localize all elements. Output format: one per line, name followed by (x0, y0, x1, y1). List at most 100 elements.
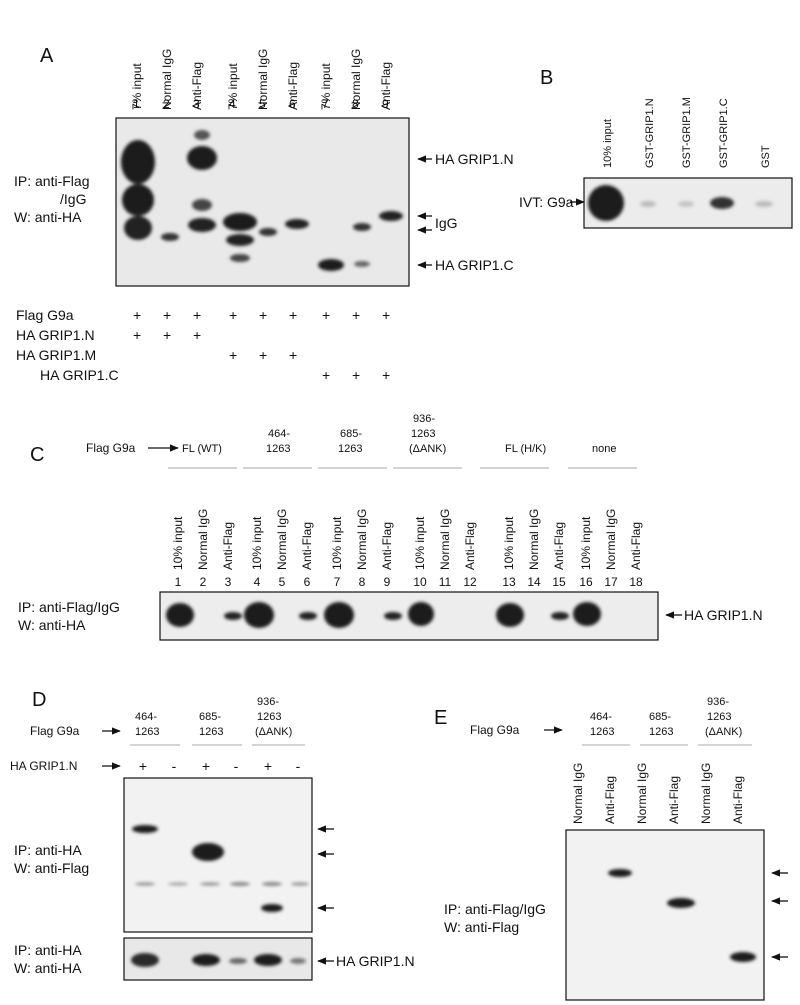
panel-a-row-label-4: HA GRIP1.C (40, 367, 119, 383)
panel-b-ivt-label: IVT: G9a (519, 194, 574, 210)
panel-e-group-3-line-2: 1263 (707, 711, 731, 723)
panel-e-row-label: Flag G9a (470, 723, 520, 737)
panel-a-mark: + (382, 307, 390, 323)
panel-c-arrow-label: HA GRIP1.N (684, 607, 763, 623)
panel-e-col: Normal IgG (571, 763, 585, 824)
panel-c-col: Anti-Flag (380, 522, 394, 570)
panel-a-col-2: Normal IgG (160, 49, 174, 110)
panel-a-lane-5: 5 (259, 97, 266, 111)
panel-a-mark: + (382, 367, 390, 383)
panel-c-group-4-line-1: 936- (413, 413, 435, 425)
panel-c-col: Anti-Flag (221, 522, 235, 570)
panel-a-mark: + (259, 347, 267, 363)
panel-a-arrow-grip1c-label: HA GRIP1.C (435, 257, 514, 273)
panel-c-lane: 5 (279, 575, 286, 589)
panel-a-mark: + (322, 367, 330, 383)
panel-d-top-w-label: W: anti-Flag (14, 860, 89, 876)
panel-c-col: 10% input (330, 516, 344, 570)
panel-a-blot (115, 117, 410, 287)
panel-c-lane: 16 (579, 575, 593, 589)
panel-a-lane-2: 2 (163, 97, 170, 111)
panel-c-col: Anti-Flag (552, 522, 566, 570)
panel-a-igg-label: /IgG (60, 191, 86, 207)
panel-c-lane: 14 (527, 575, 541, 589)
panel-c-col: 10% input (250, 516, 264, 570)
panel-c-lane: 12 (463, 575, 477, 589)
panel-c-w-label: W: anti-HA (18, 617, 86, 633)
panel-e-group-1-line-2: 1263 (590, 726, 614, 738)
panel-a-mark: + (133, 327, 141, 343)
panel-a-mark: + (229, 307, 237, 323)
panel-c-lane: 18 (629, 575, 643, 589)
panel-c-lane: 13 (502, 575, 516, 589)
panel-c-group-2-line-1: 464- (268, 428, 290, 440)
panel-c-lane: 2 (200, 575, 207, 589)
panel-e-col: Anti-Flag (731, 776, 745, 824)
panel-c-lane: 17 (604, 575, 618, 589)
panel-c-group-3-line-1: 685- (340, 428, 362, 440)
panel-e-columns: Normal IgG Anti-Flag Normal IgG Anti-Flag No… (571, 763, 745, 824)
panel-c-col: Normal IgG (275, 509, 289, 570)
panel-c-col: Normal IgG (604, 509, 618, 570)
panel-c-lane: 10 (413, 575, 427, 589)
panel-b-letter: B (540, 67, 553, 89)
panel-c-columns: 10% input Normal IgG Anti-Flag 10% input Nor… (171, 509, 643, 570)
panel-c-group-3-line-2: 1263 (338, 443, 362, 455)
panel-c-col: Anti-Flag (300, 522, 314, 570)
panel-c-col: Anti-Flag (629, 522, 643, 570)
panel-d-bottom-ip-label: IP: anti-HA (14, 942, 82, 958)
panel-c-lane: 9 (384, 575, 391, 589)
panel-c-lane: 4 (254, 575, 261, 589)
panel-e-col: Anti-Flag (603, 776, 617, 824)
panel-c: C Flag G9a FL (WT) 464- 1263 685- 1263 9… (18, 413, 763, 641)
panel-a-marks: + + + + + + + + + + + + + + + + + + (133, 307, 390, 383)
panel-a-mark: + (163, 327, 171, 343)
panel-c-group-4-line-3: (ΔANK) (409, 443, 446, 455)
panel-a-col-9: Anti-Flag (379, 62, 393, 110)
panel-c-col: 10% input (171, 516, 185, 570)
panel-d-group-1-line-2: 1263 (135, 726, 159, 738)
panel-d-row-label: Flag G9a (30, 724, 80, 738)
panel-a-lane-6: 6 (289, 97, 296, 111)
panel-e-ip-label: IP: anti-Flag/IgG (444, 901, 546, 917)
panel-a-arrow-igg-label: IgG (435, 215, 458, 231)
panel-c-col: Normal IgG (355, 509, 369, 570)
panel-a-lane-1: 1 (133, 97, 140, 111)
panel-e-group-1-line-1: 464- (590, 711, 612, 723)
panel-a-arrow-grip1n-label: HA GRIP1.N (435, 151, 514, 167)
panel-c-group-4-line-2: 1263 (411, 428, 435, 440)
panel-c-group-5: FL (H/K) (505, 443, 546, 455)
panel-d-group-2-line-1: 685- (199, 711, 221, 723)
panel-a-mark: + (352, 367, 360, 383)
panel-e-letter: E (434, 707, 447, 729)
panel-d-group-3-line-3: (ΔANK) (255, 726, 292, 738)
panel-c-lane: 6 (304, 575, 311, 589)
panel-a-mark: + (289, 347, 297, 363)
panel-c-lanes: 1 2 3 4 5 6 7 8 9 10 11 12 13 14 15 16 17 18 (175, 575, 643, 589)
panel-a-ip-label: IP: anti-Flag (14, 173, 89, 189)
panel-a-w-label: W: anti-HA (14, 209, 82, 225)
panel-b-col-1: 10% input (602, 119, 614, 168)
panel-a-col-3: Anti-Flag (190, 62, 204, 110)
panel-e-col: Normal IgG (699, 763, 713, 824)
panel-c-lane: 3 (225, 575, 232, 589)
panel-c-col: Normal IgG (438, 509, 452, 570)
panel-a-row-label-3: HA GRIP1.M (16, 347, 96, 363)
panel-a: A 7% input Normal IgG Anti-Flag 7% input… (14, 45, 514, 383)
panel-c-col: 10% input (413, 516, 427, 570)
panel-a-lane-3: 3 (193, 97, 200, 111)
panel-d-mark: - (296, 758, 301, 774)
panel-a-lane-8: 8 (352, 97, 359, 111)
panel-d-mark: + (202, 758, 210, 774)
panel-d-group-1-line-1: 464- (135, 711, 157, 723)
panel-c-group-2-line-2: 1263 (266, 443, 290, 455)
panel-b-bands (588, 185, 773, 221)
panel-d-group-3-line-1: 936- (257, 696, 279, 708)
panel-d-mark: + (264, 758, 272, 774)
panel-b-col-2: GST-GRIP1.N (644, 98, 656, 168)
panel-e-bands (608, 869, 756, 962)
panel-c-lane: 8 (359, 575, 366, 589)
panel-a-row-label-1: Flag G9a (16, 307, 74, 323)
panel-c-col: Normal IgG (196, 509, 210, 570)
